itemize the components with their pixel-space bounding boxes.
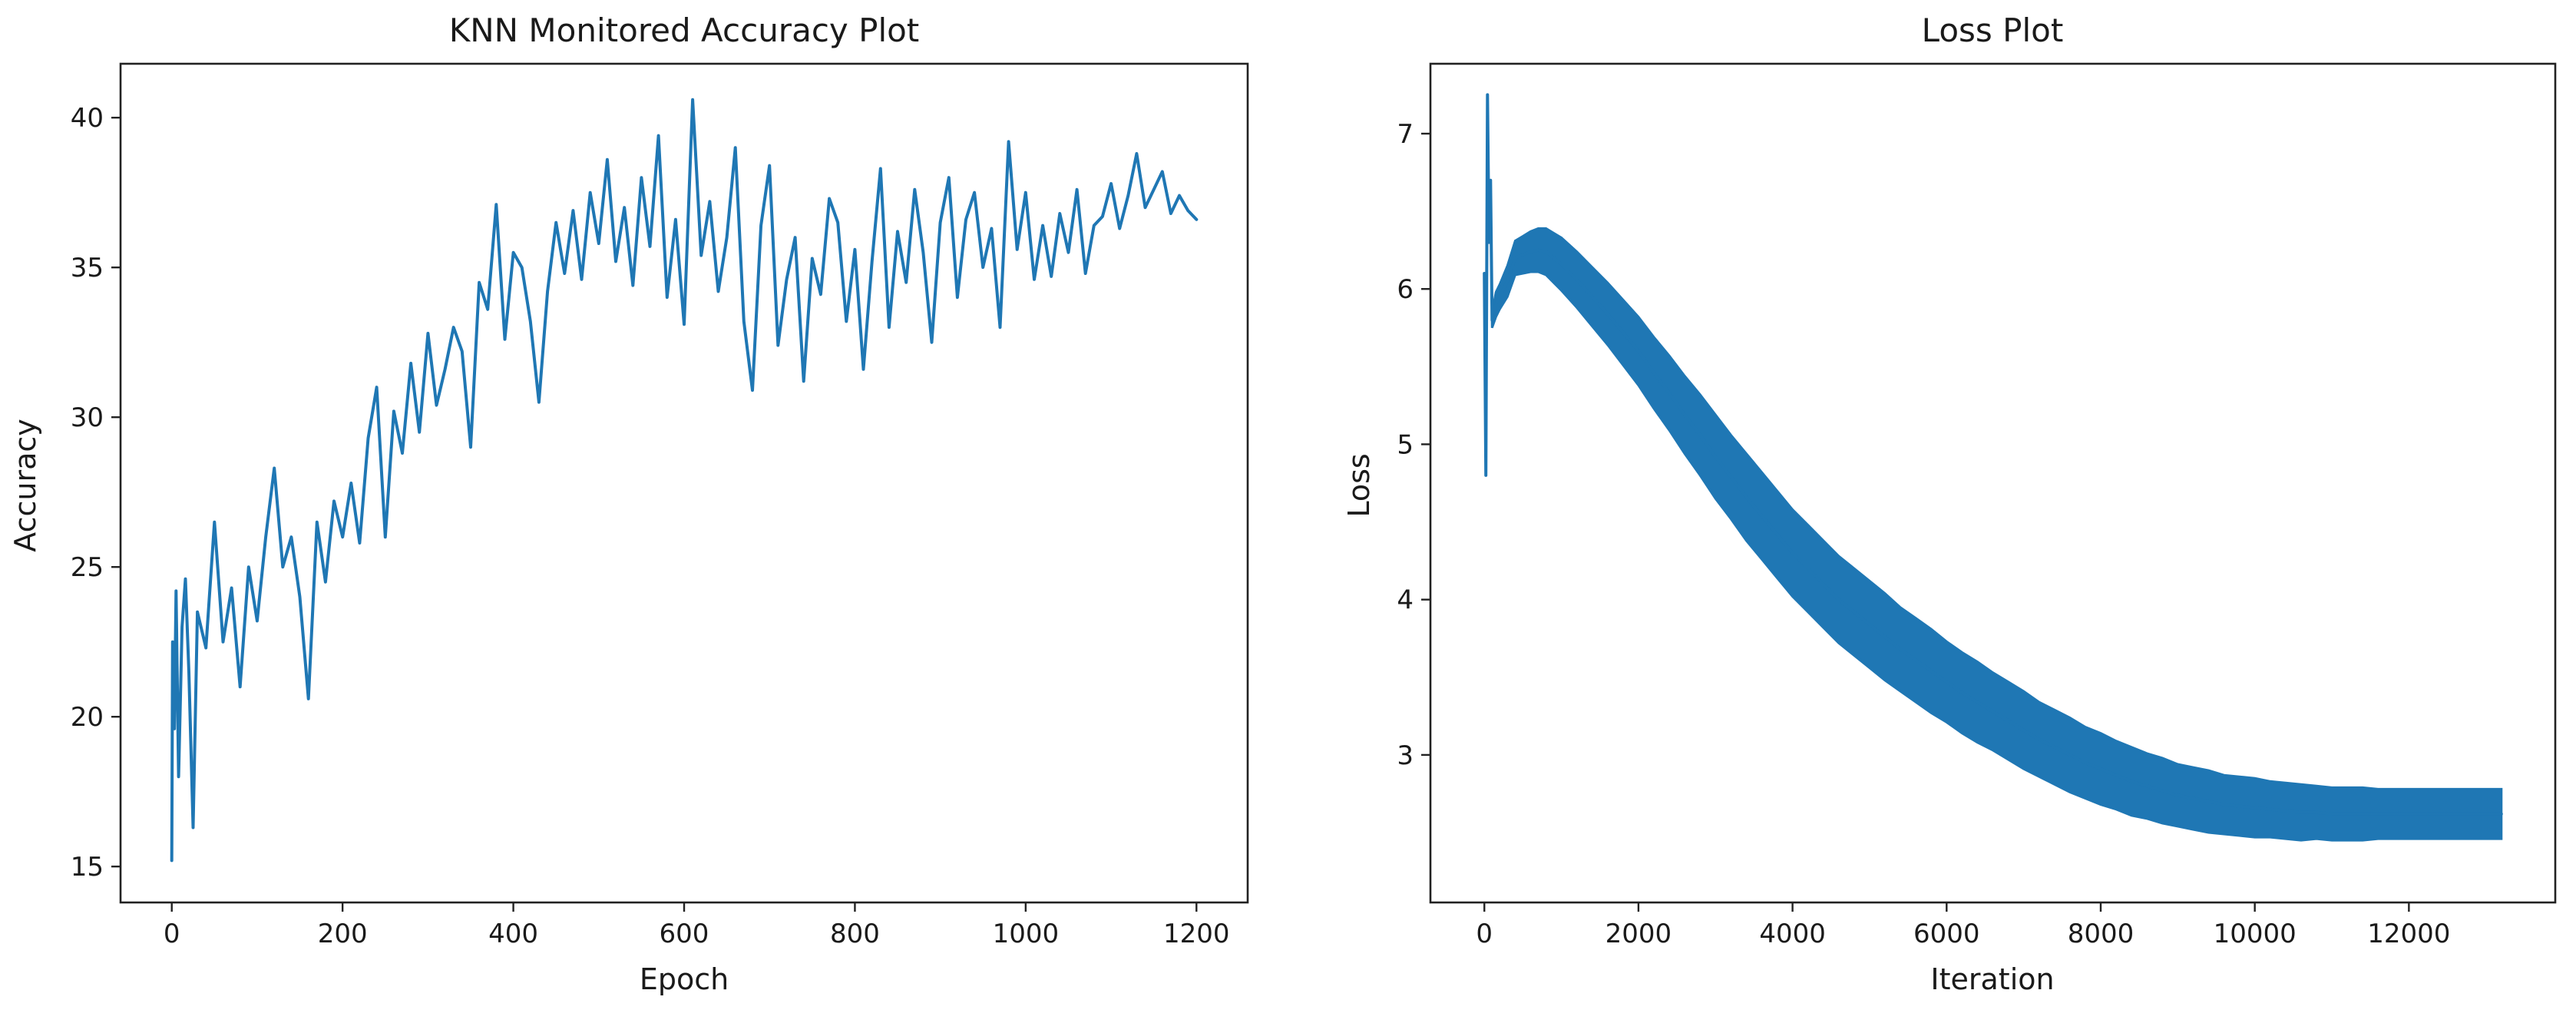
loss-chart-title: Loss Plot [1922, 12, 2064, 49]
loss-ticks: 0 2000 4000 6000 8000 10000 12000 3 4 5 6 7 [1397, 119, 2450, 949]
loss-x-tick-label: 6000 [1913, 919, 1980, 949]
accuracy-y-axis-label: Accuracy [8, 419, 42, 552]
loss-x-tick-label: 0 [1476, 919, 1493, 949]
accuracy-x-tick-label: 1200 [1163, 919, 1230, 949]
accuracy-series-line [170, 98, 1199, 863]
accuracy-x-tick-label: 1000 [993, 919, 1060, 949]
accuracy-x-tick-label: 0 [164, 919, 180, 949]
loss-y-axis-label: Loss [1342, 453, 1376, 517]
accuracy-x-tick-label: 800 [830, 919, 880, 949]
accuracy-y-tick-label: 40 [71, 103, 104, 134]
loss-axes-frame [1429, 62, 2557, 904]
accuracy-axes-frame [119, 62, 1249, 904]
loss-x-tick-label: 10000 [2214, 919, 2297, 949]
loss-x-tick-label: 2000 [1605, 919, 1672, 949]
loss-series-band [1483, 94, 2503, 842]
loss-x-tick-label: 4000 [1759, 919, 1826, 949]
accuracy-y-tick-label: 30 [71, 402, 104, 433]
accuracy-x-axis-label: Epoch [640, 962, 729, 996]
loss-y-tick-label: 3 [1397, 740, 1414, 771]
loss-y-tick-label: 4 [1397, 585, 1414, 616]
accuracy-y-tick-label: 20 [71, 702, 104, 733]
accuracy-y-tick-label: 15 [71, 852, 104, 883]
accuracy-chart: KNN Monitored Accuracy Plot Epoch Accura… [8, 12, 1249, 996]
loss-x-tick-label: 8000 [2068, 919, 2135, 949]
loss-y-tick-label: 5 [1397, 429, 1414, 460]
accuracy-chart-title: KNN Monitored Accuracy Plot [449, 12, 920, 49]
loss-y-tick-label: 7 [1397, 119, 1414, 150]
accuracy-plot-area [170, 98, 1199, 863]
accuracy-y-tick-label: 25 [71, 552, 104, 583]
loss-chart: Loss Plot Iteration Loss 0 2000 4000 6000 80… [1342, 12, 2557, 996]
loss-x-tick-label: 12000 [2367, 919, 2450, 949]
accuracy-y-tick-label: 35 [71, 253, 104, 283]
loss-y-tick-label: 6 [1397, 274, 1414, 305]
accuracy-x-tick-label: 400 [488, 919, 538, 949]
accuracy-x-tick-label: 600 [660, 919, 709, 949]
loss-plot-area [1483, 93, 2503, 842]
accuracy-x-tick-label: 200 [318, 919, 368, 949]
accuracy-ticks: 0 200 400 600 800 1000 1200 15 20 25 30 35 40 [71, 103, 1230, 949]
loss-x-axis-label: Iteration [1930, 962, 2054, 996]
loss-series-line [1483, 93, 2503, 816]
